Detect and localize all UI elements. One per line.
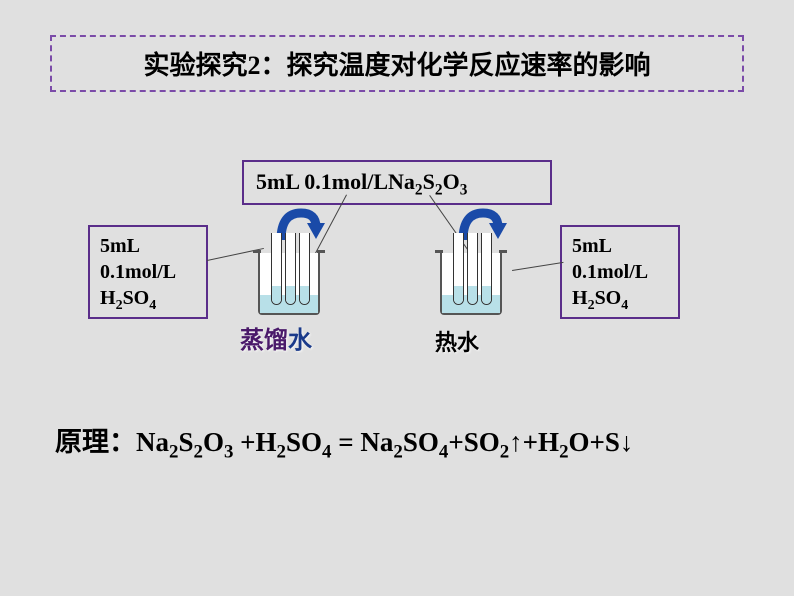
test-tube-icon [467,233,478,305]
right-reagent-label: 5mL0.1mol/LH2SO4 [560,225,680,319]
caption-distilled-water: 蒸馏水 [240,320,312,355]
test-tube-icon [299,233,310,305]
test-tube-icon [453,233,464,305]
title-box: 实验探究2：探究温度对化学反应速率的影响 [50,35,744,92]
reaction-equation: 原理：Na2S2O3 +H2SO4 = Na2SO4+SO2↑+H2O+S↓ [55,420,633,459]
test-tube-icon [285,233,296,305]
test-tube-icon [481,233,492,305]
connector-line [512,262,564,271]
test-tube-icon [271,233,282,305]
equation-label: 原理： [55,427,136,457]
equation-formula: Na2S2O3 +H2SO4 = Na2SO4+SO2↑+H2O+S↓ [136,427,633,457]
left-reagent-label: 5mL0.1mol/LH2SO4 [88,225,208,319]
top-reagent-label: 5mL 0.1mol/LNa2S2O3 [242,160,552,205]
title-text: 实验探究2：探究温度对化学反应速率的影响 [143,51,650,80]
caption-hot-water: 热水 [435,325,479,357]
